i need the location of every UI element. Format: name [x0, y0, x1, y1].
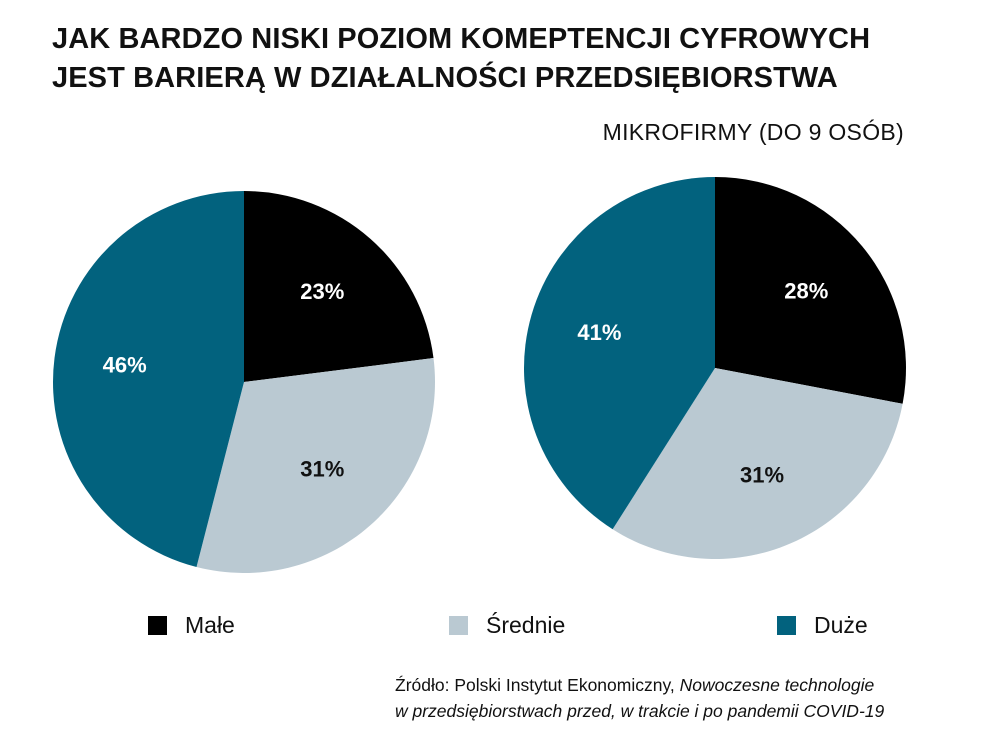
right-pie-slice-male — [715, 177, 906, 404]
legend-swatch-male — [148, 616, 167, 635]
legend-label-male: Małe — [185, 612, 235, 638]
left-pie-label-duze: 46% — [103, 353, 147, 378]
left-pie: 23% 31% 46% — [53, 191, 435, 573]
source-title-part-2: w przedsiębiorstwach przed, w trakcie i … — [395, 701, 885, 721]
right-pie-label-srednie: 31% — [740, 462, 784, 487]
left-pie-slice-male — [244, 191, 434, 382]
right-pie-subtitle: MIKROFIRMY (DO 9 OSÓB) — [602, 119, 904, 145]
legend-item-male: Małe — [148, 612, 235, 639]
right-pie-label-male: 28% — [784, 278, 828, 303]
legend-label-duze: Duże — [814, 612, 868, 638]
legend: Małe Średnie Duże — [0, 612, 1000, 642]
legend-item-duze: Duże — [777, 612, 868, 639]
chart-title: JAK BARDZO NISKI POZIOM KOMEPTENCJI CYFR… — [52, 20, 870, 98]
right-pie-slice-duze — [523, 177, 715, 530]
legend-label-srednie: Średnie — [486, 612, 566, 638]
source-note: Źródło: Polski Instytut Ekonomiczny, Now… — [395, 672, 884, 724]
chart-title-line-2: JEST BARIERĄ W DZIAŁALNOŚCI PRZEDSIĘBIOR… — [52, 62, 838, 94]
left-pie-slice-duze — [53, 191, 244, 567]
chart-title-line-1: JAK BARDZO NISKI POZIOM KOMEPTENCJI CYFR… — [52, 23, 871, 55]
left-pie-label-male: 23% — [300, 279, 344, 304]
source-prefix: Źródło: Polski Instytut Ekonomiczny, — [395, 675, 680, 695]
legend-item-srednie: Średnie — [449, 612, 565, 639]
legend-swatch-duze — [777, 616, 796, 635]
source-title-part-1: Nowoczesne technologie — [679, 675, 875, 695]
right-pie-slice-srednie — [612, 368, 903, 559]
right-pie-label-duze: 41% — [577, 320, 621, 345]
left-pie-slice-srednie — [196, 358, 435, 573]
left-pie-label-srednie: 31% — [300, 457, 344, 482]
right-pie: 28% 31% 41% — [523, 177, 906, 559]
legend-swatch-srednie — [449, 616, 468, 635]
pie-charts: 23% 31% 46% 28% 31% 41% — [53, 177, 906, 573]
